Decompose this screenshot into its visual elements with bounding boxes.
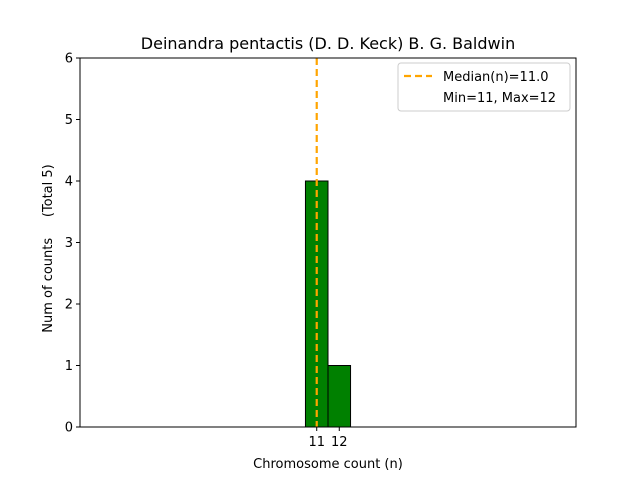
y-tick-label: 5 — [65, 113, 73, 128]
y-axis: 0 1 2 3 4 5 6 — [65, 52, 80, 436]
y-tick-label: 3 — [65, 236, 73, 251]
legend: Median(n)=11.0 Min=11, Max=12 — [397, 62, 571, 112]
chart-title: Deinandra pentactis (D. D. Keck) B. G. B… — [141, 34, 515, 53]
legend-box — [397, 62, 571, 112]
x-tick-label: 11 — [308, 435, 325, 450]
x-axis-label: Chromosome count (n) — [253, 457, 403, 472]
y-tick-label: 0 — [65, 421, 73, 436]
legend-minmax-label: Min=11, Max=12 — [443, 91, 556, 106]
y-tick-label: 1 — [65, 359, 73, 374]
y-axis-label: Num of counts (Total 5) — [41, 164, 56, 332]
x-tick-label: 12 — [331, 435, 348, 450]
y-tick-label: 4 — [65, 175, 73, 190]
legend-median-label: Median(n)=11.0 — [443, 70, 549, 85]
y-tick-label: 2 — [65, 298, 73, 313]
y-tick-label: 6 — [65, 52, 73, 67]
x-axis: 11 12 — [308, 427, 348, 450]
bar-12 — [327, 365, 352, 428]
